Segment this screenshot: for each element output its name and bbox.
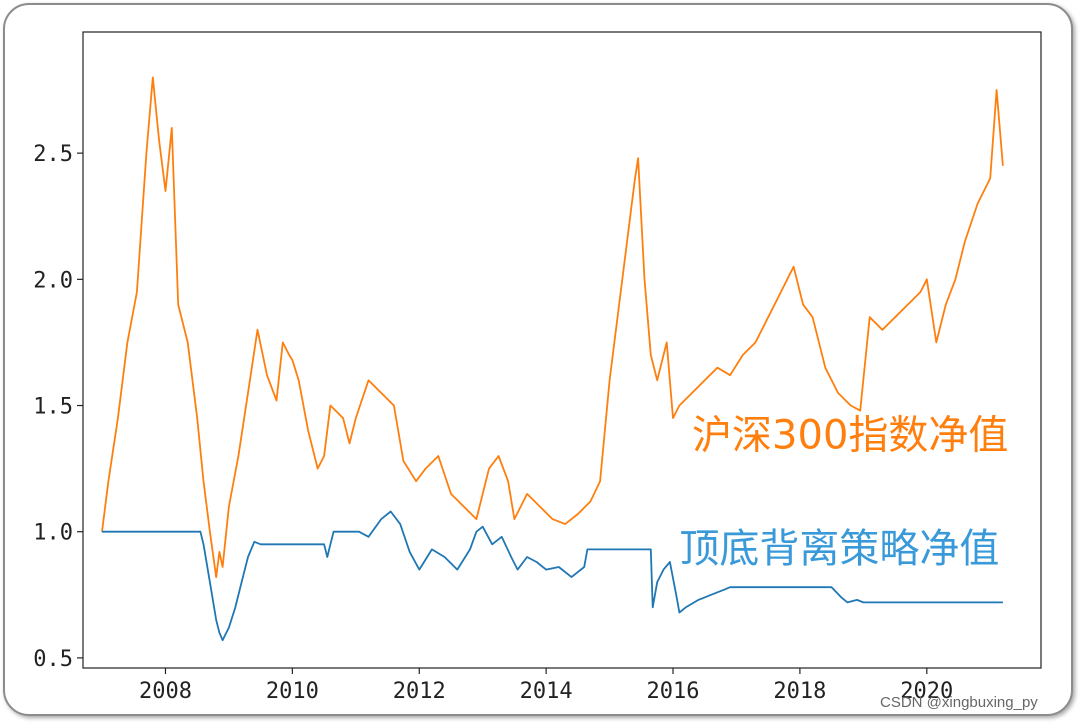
x-tick-label: 2016 <box>647 679 700 704</box>
x-tick-label: 2014 <box>520 679 573 704</box>
plot-area <box>82 31 1042 669</box>
annotation-hs300: 沪深300指数净值 <box>692 412 1008 458</box>
y-tick-label: 2.0 <box>33 268 73 293</box>
x-tick-label: 2020 <box>900 679 953 704</box>
series-line-strategy <box>102 510 1003 642</box>
y-tick-label: 2.5 <box>33 142 73 167</box>
y-tick-label: 0.5 <box>33 647 73 672</box>
y-tick-label: 1.0 <box>33 521 73 546</box>
watermark: CSDN @xingbuxing_py <box>880 694 1038 711</box>
y-tick-label: 1.5 <box>33 395 73 420</box>
x-tick-label: 2008 <box>139 679 192 704</box>
x-axis-ticks: 2008 2010 2012 2014 2016 2018 2020 <box>139 668 953 704</box>
x-tick-label: 2018 <box>773 679 826 704</box>
annotation-strategy: 顶底背离策略净值 <box>679 526 999 572</box>
x-tick-label: 2010 <box>266 679 319 704</box>
series-group <box>101 76 1004 642</box>
y-axis-ticks: 0.5 1.0 1.5 2.0 2.5 <box>33 142 83 672</box>
x-tick-label: 2012 <box>393 679 446 704</box>
series-line-hs300 <box>101 76 1004 578</box>
